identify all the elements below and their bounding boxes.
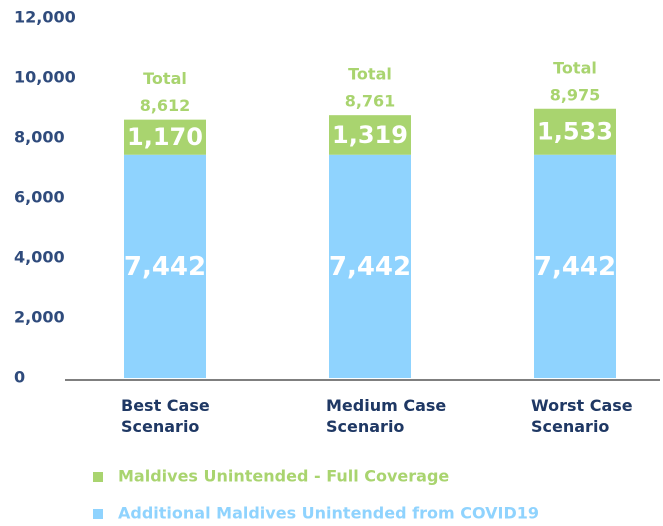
value-label: 7,442	[534, 252, 616, 282]
value-label: 7,442	[329, 252, 411, 282]
value-label: 1,170	[127, 123, 203, 151]
value-label: 7,442	[124, 252, 206, 282]
bar-segment	[534, 154, 616, 378]
legend-label: Maldives Unintended - Full Coverage	[118, 467, 449, 486]
y-tick-label: 0	[14, 368, 25, 387]
total-caption: Total	[143, 69, 187, 88]
x-tick-label: Worst Case Scenario	[531, 396, 633, 436]
total-label: 8,761	[345, 92, 396, 111]
bar-segment	[124, 119, 206, 155]
legend-swatch	[93, 472, 103, 482]
bar-segment	[329, 154, 411, 378]
legend-label: Additional Maldives Unintended from COVI…	[118, 504, 539, 523]
total-caption: Total	[553, 58, 597, 77]
y-tick-label: 6,000	[14, 188, 65, 207]
bar-segment	[124, 154, 206, 378]
bar-segment	[534, 108, 616, 155]
total-label: 8,975	[550, 85, 601, 104]
value-label: 1,319	[332, 121, 408, 149]
bar-segment	[329, 115, 411, 155]
value-label: 1,533	[537, 118, 613, 146]
y-tick-label: 2,000	[14, 308, 65, 327]
x-tick-label: Medium Case Scenario	[326, 396, 447, 436]
y-tick-label: 4,000	[14, 248, 65, 267]
y-tick-label: 12,000	[14, 8, 76, 27]
total-label: 8,612	[140, 96, 191, 115]
y-tick-label: 10,000	[14, 68, 76, 87]
x-tick-label: Best Case Scenario	[121, 396, 210, 436]
legend-swatch	[93, 509, 103, 519]
total-caption: Total	[348, 65, 392, 84]
y-tick-label: 8,000	[14, 128, 65, 147]
